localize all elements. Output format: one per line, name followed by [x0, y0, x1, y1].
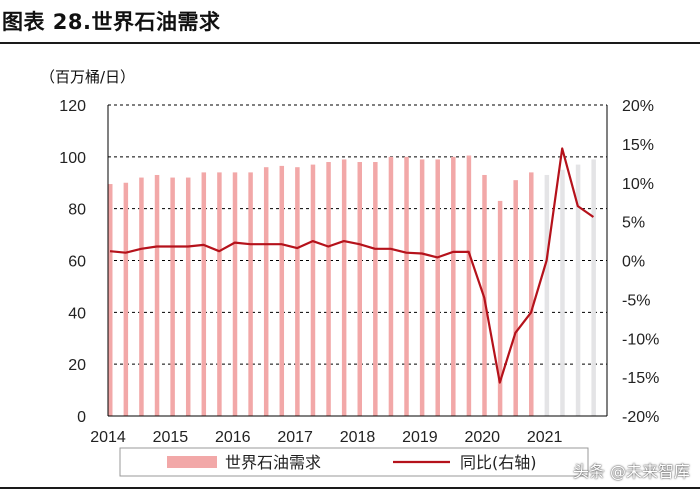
yoy-line	[110, 149, 593, 383]
left-tick-label: 20	[68, 357, 86, 374]
x-tick-label: 2014	[90, 429, 126, 446]
demand-bar	[217, 172, 222, 416]
x-tick-label: 2017	[277, 429, 313, 446]
right-tick-label: 5%	[622, 215, 645, 232]
right-tick-label: -20%	[622, 409, 659, 426]
demand-bar	[451, 157, 456, 416]
demand-bars	[108, 156, 596, 416]
left-tick-label: 80	[68, 202, 86, 219]
right-tick-label: 15%	[622, 137, 654, 154]
left-tick-label: 40	[68, 305, 86, 322]
right-tick-label: 0%	[622, 254, 645, 271]
demand-bar	[373, 162, 378, 416]
demand-bar	[202, 172, 207, 416]
left-tick-label: 100	[59, 150, 86, 167]
right-tick-label: 20%	[622, 98, 654, 115]
left-tick-label: 0	[77, 409, 86, 426]
demand-bar	[155, 175, 160, 416]
right-tick-label: -5%	[622, 292, 650, 309]
demand-bar	[529, 172, 534, 416]
legend-label-demand: 世界石油需求	[225, 453, 321, 472]
legend-label-yoy: 同比(右轴)	[460, 453, 537, 472]
demand-bar	[591, 159, 596, 416]
demand-bar	[498, 201, 503, 416]
demand-bar	[513, 180, 518, 416]
demand-bar	[560, 170, 565, 416]
demand-bar	[326, 162, 331, 416]
right-tick-label: -15%	[622, 370, 659, 387]
left-tick-label: 120	[59, 98, 86, 115]
demand-bar	[342, 159, 347, 416]
right-tick-label: 10%	[622, 176, 654, 193]
demand-bar	[467, 156, 472, 416]
right-tick-label: -10%	[622, 331, 659, 348]
demand-bar	[545, 175, 550, 416]
bottom-divider	[0, 487, 700, 489]
demand-bar	[295, 167, 300, 416]
demand-bar	[404, 157, 409, 416]
demand-bar	[233, 172, 238, 416]
x-tick-label: 2020	[464, 429, 500, 446]
x-tick-label: 2021	[527, 429, 563, 446]
demand-bar	[420, 159, 425, 416]
demand-bar	[186, 178, 191, 416]
demand-bar	[311, 165, 316, 416]
demand-bar	[124, 183, 129, 416]
watermark: 头条 @未来智库	[573, 458, 690, 482]
demand-bar	[435, 159, 440, 416]
demand-bar	[264, 167, 269, 416]
left-tick-label: 60	[68, 254, 86, 271]
demand-bar	[280, 166, 285, 416]
demand-bar	[170, 178, 175, 416]
x-tick-label: 2019	[402, 429, 438, 446]
x-tick-label: 2016	[215, 429, 251, 446]
demand-bar	[108, 184, 113, 416]
demand-bar	[389, 157, 394, 416]
demand-bar	[358, 162, 363, 416]
demand-bar	[139, 178, 144, 416]
demand-bar	[248, 172, 253, 416]
yoy-line-series	[110, 149, 593, 383]
x-tick-label: 2018	[340, 429, 376, 446]
legend: 世界石油需求 同比(右轴)	[120, 448, 588, 476]
x-tick-label: 2015	[153, 429, 189, 446]
legend-bar-swatch	[167, 456, 217, 468]
